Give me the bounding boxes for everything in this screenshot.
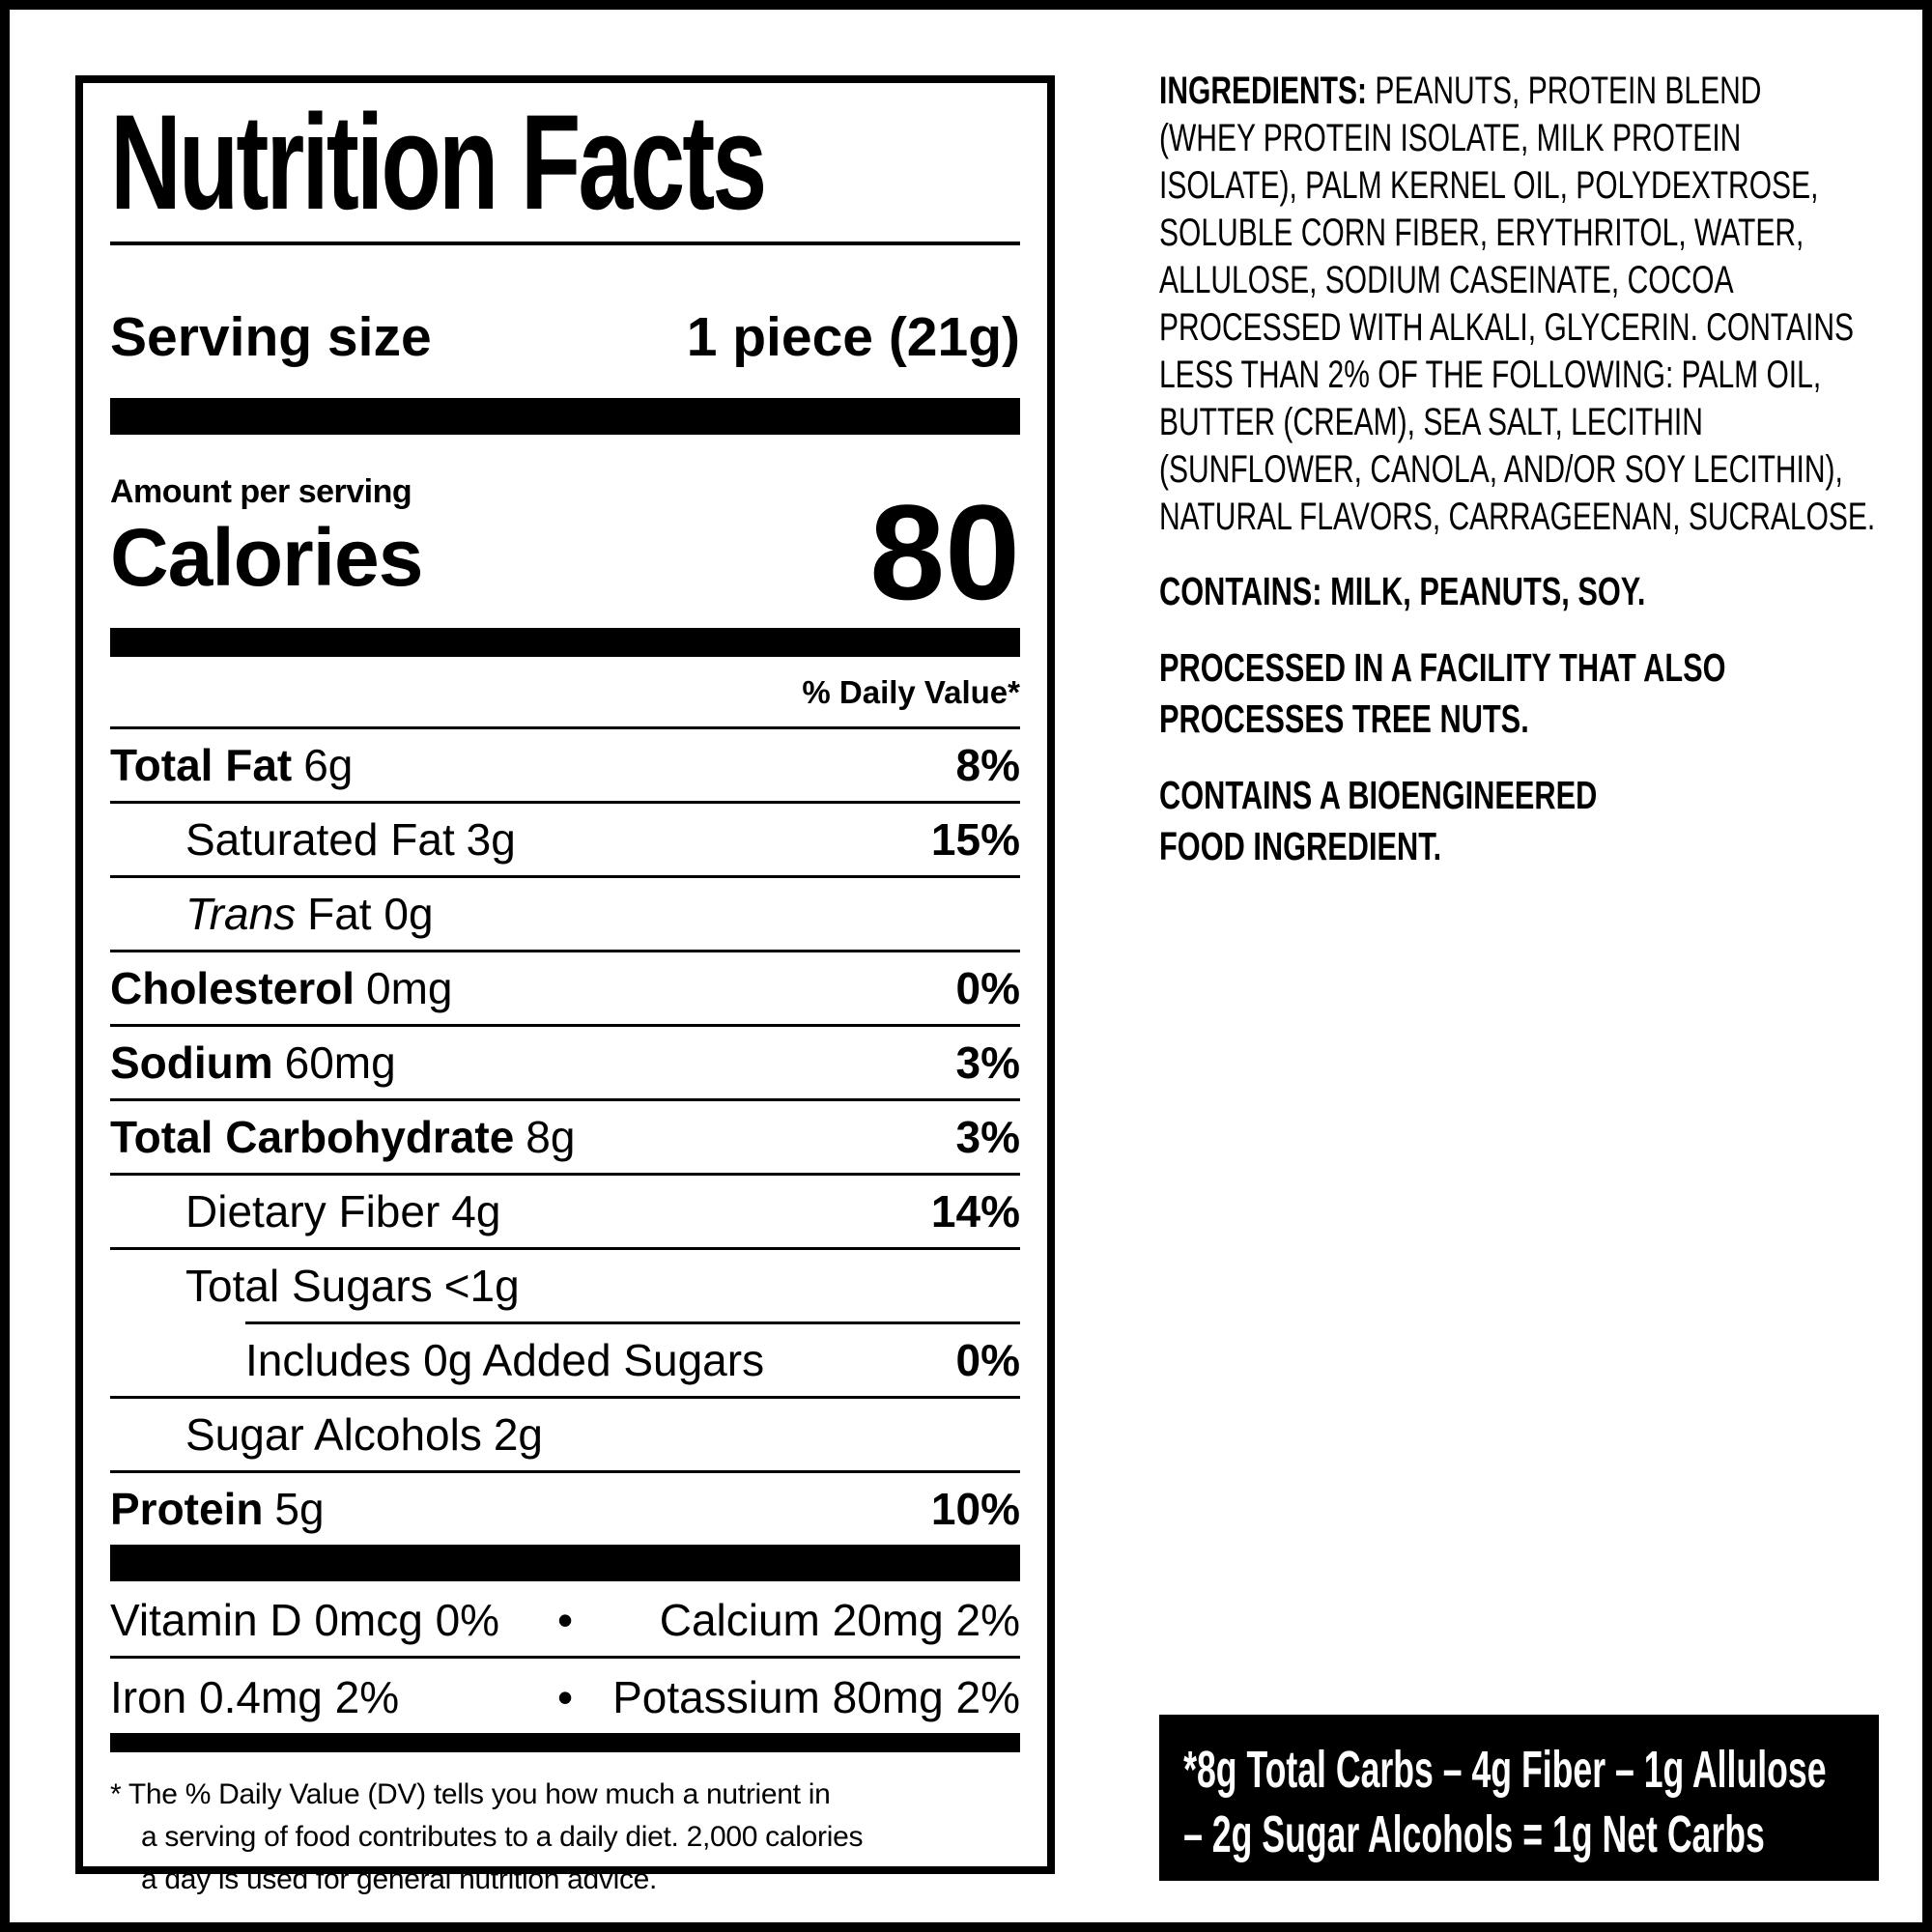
nutrient-daily-value: 3% bbox=[955, 1112, 1020, 1162]
nutrient-row: Saturated Fat 3g 15% bbox=[110, 801, 1020, 875]
nutrient-row: Total Carbohydrate 8g 3% bbox=[110, 1098, 1020, 1173]
nutrient-amount: 0mg bbox=[366, 963, 453, 1013]
separator-bar-thick bbox=[110, 398, 1020, 435]
nutrient-amount: 6g bbox=[303, 740, 354, 790]
nutrient-rows: Total Fat 6g 8% Saturated Fat 3g 15% Trans… bbox=[110, 726, 1020, 1545]
nutrient-amount: <1g bbox=[443, 1261, 520, 1311]
nutrient-name: Saturated Fat bbox=[185, 814, 455, 865]
net-carbs-text: *8g Total Carbs – 4g Fiber – 1g Allulose… bbox=[1183, 1741, 1827, 1863]
nutrient-amount: 8g bbox=[526, 1112, 576, 1162]
nutrient-name: Sodium bbox=[110, 1037, 273, 1088]
serving-size-value: 1 piece (21g) bbox=[686, 306, 1020, 368]
nutrient-daily-value: 8% bbox=[955, 740, 1020, 790]
micronutrient-row: Iron 0.4mg 2% • Potassium 80mg 2% bbox=[110, 1656, 1020, 1733]
nutrient-name: Includes 0g Added Sugars bbox=[245, 1335, 765, 1385]
nutrient-amount: Fat 0g bbox=[307, 889, 434, 939]
nutrient-row: Total Fat 6g 8% bbox=[110, 726, 1020, 801]
serving-size-label: Serving size bbox=[110, 306, 432, 368]
micronutrient-right: Potassium 80mg 2% bbox=[612, 1672, 1020, 1722]
nutrient-name: Protein bbox=[110, 1484, 264, 1534]
separator-bar-thick bbox=[110, 1545, 1020, 1581]
nutrition-facts-panel: Nutrition Facts Serving size 1 piece (21… bbox=[75, 75, 1055, 1895]
bullet-separator: • bbox=[556, 1672, 574, 1722]
nutrient-daily-value: 15% bbox=[930, 814, 1020, 865]
nutrient-name: Trans bbox=[185, 889, 297, 939]
panel-title: Nutrition Facts bbox=[110, 86, 767, 238]
facility-statement: PROCESSED IN A FACILITY THAT ALSO PROCES… bbox=[1159, 645, 1726, 741]
nutrient-name: Total Carbohydrate bbox=[110, 1112, 515, 1162]
ingredients-text: PEANUTS, PROTEIN BLEND (WHEY PROTEIN ISO… bbox=[1159, 70, 1876, 538]
serving-size-row: Serving size 1 piece (21g) bbox=[110, 305, 1020, 369]
daily-value-footnote: * The % Daily Value (DV) tells you how m… bbox=[110, 1778, 864, 1895]
nutrient-daily-value: 14% bbox=[930, 1186, 1020, 1236]
nutrient-amount: 2g bbox=[493, 1409, 543, 1460]
nutrient-daily-value: 10% bbox=[930, 1484, 1020, 1534]
nutrient-row: Dietary Fiber 4g 14% bbox=[110, 1173, 1020, 1247]
nutrient-name: Dietary Fiber bbox=[185, 1186, 440, 1236]
nutrient-row: Sugar Alcohols 2g bbox=[110, 1396, 1020, 1470]
ingredients-paragraph: INGREDIENTS: PEANUTS, PROTEIN BLEND (WHE… bbox=[1159, 68, 1922, 541]
nutrient-amount: 4g bbox=[451, 1186, 501, 1236]
nutrient-row: Total Sugars <1g bbox=[110, 1247, 1020, 1321]
nutrient-name: Total Fat bbox=[110, 740, 293, 790]
nutrient-row: Protein 5g 10% bbox=[110, 1470, 1020, 1545]
separator-bar-thin bbox=[110, 1733, 1020, 1752]
nutrient-daily-value: 0% bbox=[955, 963, 1020, 1013]
calories-label: Calories bbox=[110, 512, 424, 603]
nutrient-amount: 3g bbox=[466, 814, 516, 865]
amount-per-serving-label: Amount per serving bbox=[110, 473, 412, 510]
micronutrient-row: Vitamin D 0mcg 0% • Calcium 20mg 2% bbox=[110, 1581, 1020, 1656]
nutrient-amount: 60mg bbox=[284, 1037, 396, 1088]
net-carbs-box: *8g Total Carbs – 4g Fiber – 1g Allulose… bbox=[1159, 1715, 1879, 1881]
micronutrient-rows: Vitamin D 0mcg 0% • Calcium 20mg 2% Iron… bbox=[110, 1581, 1020, 1733]
nutrient-row: Cholesterol 0mg 0% bbox=[110, 950, 1020, 1024]
nutrient-row: Trans Fat 0g bbox=[110, 875, 1020, 950]
nutrient-name: Total Sugars bbox=[185, 1261, 433, 1311]
title-rule bbox=[110, 242, 1020, 245]
micronutrient-left: Iron 0.4mg 2% bbox=[110, 1672, 400, 1722]
bullet-separator: • bbox=[556, 1595, 574, 1645]
nutrient-daily-value: 0% bbox=[955, 1335, 1020, 1385]
nutrient-row: Sodium 60mg 3% bbox=[110, 1024, 1020, 1098]
nutrient-daily-value: 3% bbox=[955, 1037, 1020, 1088]
ingredients-column: INGREDIENTS: PEANUTS, PROTEIN BLEND (WHE… bbox=[1159, 68, 1922, 872]
nutrient-name: Cholesterol bbox=[110, 963, 355, 1013]
ingredients-label: INGREDIENTS: bbox=[1159, 70, 1368, 112]
nutrient-amount: 5g bbox=[274, 1484, 325, 1534]
nutrient-row: Includes 0g Added Sugars 0% bbox=[110, 1321, 1020, 1396]
daily-value-header: % Daily Value* bbox=[802, 674, 1020, 710]
contains-statement: CONTAINS: MILK, PEANUTS, SOY. bbox=[1159, 569, 1646, 613]
micronutrient-left: Vitamin D 0mcg 0% bbox=[110, 1595, 500, 1645]
calories-value: 80 bbox=[869, 476, 1020, 628]
nutrient-name: Sugar Alcohols bbox=[185, 1409, 482, 1460]
micronutrient-right: Calcium 20mg 2% bbox=[659, 1595, 1020, 1645]
separator-bar-medium bbox=[110, 628, 1020, 657]
bioengineered-statement: CONTAINS A BIOENGINEERED FOOD INGREDIENT… bbox=[1159, 773, 1598, 868]
calories-block: Amount per serving Calories 80 bbox=[110, 473, 1020, 620]
